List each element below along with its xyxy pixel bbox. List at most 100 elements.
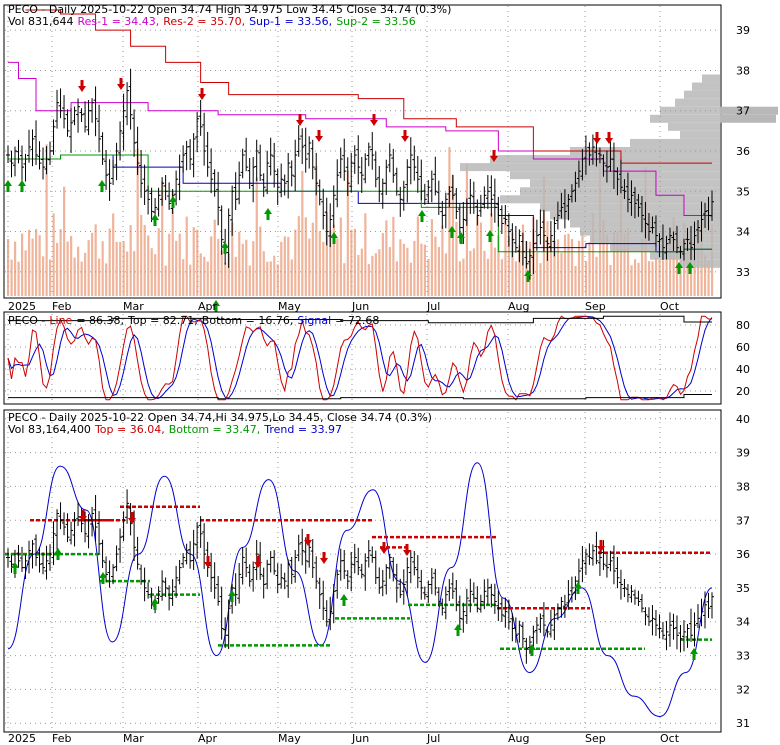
volume-bar bbox=[203, 256, 206, 296]
volume-bar bbox=[602, 219, 605, 296]
volume-bar bbox=[567, 233, 570, 296]
volume-bar bbox=[122, 241, 125, 296]
volume-bar bbox=[273, 255, 276, 296]
volume-bar bbox=[322, 241, 325, 296]
buy-arrow bbox=[151, 214, 159, 226]
price-y-tick-label: 33 bbox=[736, 266, 750, 279]
buy-arrow bbox=[448, 226, 456, 238]
sell-arrow bbox=[304, 534, 312, 546]
volume-bar bbox=[696, 242, 700, 296]
trend-y-tick-label: 38 bbox=[736, 480, 750, 493]
volume-bar bbox=[87, 240, 90, 296]
trend-y-tick-label: 35 bbox=[736, 582, 750, 595]
volume-bar bbox=[101, 241, 104, 296]
volume-bar bbox=[77, 246, 80, 296]
header-part: Bottom = 16.76, bbox=[202, 314, 294, 327]
volume-bar bbox=[171, 191, 174, 296]
volume-bar bbox=[703, 254, 707, 296]
price-panel-header-line1: PECO - Daily 2025-10-22 Open 34.74 High … bbox=[8, 3, 451, 16]
sell-arrow bbox=[198, 88, 206, 100]
volume-bar bbox=[7, 239, 10, 296]
trend-x-tick-label: Oct bbox=[660, 732, 680, 745]
volume-bar bbox=[441, 225, 444, 296]
volume-bar bbox=[357, 254, 360, 296]
volume-bar bbox=[21, 233, 24, 296]
header-part: Top = 82.71, bbox=[127, 314, 198, 327]
price-x-tick-label: May bbox=[278, 300, 301, 313]
volume-bar bbox=[59, 229, 62, 296]
volume-bar bbox=[315, 166, 318, 296]
volume-bar bbox=[448, 147, 451, 296]
res2-line bbox=[25, 9, 712, 164]
buy-arrow bbox=[418, 210, 426, 222]
price-bars bbox=[6, 68, 714, 280]
sell-arrow bbox=[597, 540, 605, 552]
volume-profile-bar bbox=[692, 82, 720, 91]
volume-bar bbox=[126, 251, 129, 296]
volume-bar bbox=[31, 238, 34, 296]
volume-bar bbox=[630, 265, 633, 296]
volume-bar bbox=[168, 233, 171, 296]
volume-bar bbox=[609, 264, 612, 296]
sell-arrow bbox=[593, 132, 601, 144]
volume-bar bbox=[329, 230, 332, 296]
volume-bar bbox=[651, 261, 654, 296]
volume-bar bbox=[581, 231, 584, 296]
oscillator-panel: 80 60 40 20 PECO - Line = 86.38, Top = 82.71, B… bbox=[3, 311, 750, 405]
volume-bar bbox=[462, 258, 465, 296]
volume-bar bbox=[367, 264, 370, 296]
volume-bar bbox=[490, 213, 493, 296]
volume-bar bbox=[10, 259, 13, 296]
trend-y-tick-label: 33 bbox=[736, 650, 750, 663]
volume-bar bbox=[196, 229, 199, 296]
volume-profile-bar bbox=[702, 74, 720, 83]
volume-bar bbox=[535, 252, 539, 296]
sell-arrow bbox=[401, 130, 409, 142]
buy-arrow bbox=[228, 590, 236, 602]
volume-bar bbox=[563, 234, 567, 296]
volume-bar bbox=[623, 233, 626, 296]
volume-bar bbox=[465, 163, 469, 296]
volume-bar bbox=[668, 240, 672, 296]
volume-bar bbox=[371, 255, 374, 296]
volume-bar bbox=[584, 261, 588, 296]
header-part: Trend = 33.97 bbox=[263, 423, 342, 436]
volume-bar bbox=[444, 253, 448, 296]
trend-x-tick-label: 2025 bbox=[8, 732, 36, 745]
price-y-tick-label: 34 bbox=[736, 226, 750, 239]
res1-line bbox=[8, 61, 712, 216]
volume-bar bbox=[511, 232, 514, 296]
volume-bar bbox=[49, 259, 52, 296]
volume-bar bbox=[416, 216, 419, 296]
price-y-tick-label: 37 bbox=[736, 105, 750, 118]
oscillator-y-tick-label: 40 bbox=[736, 363, 750, 376]
volume-bar bbox=[406, 247, 409, 296]
sell-arrow bbox=[403, 544, 411, 556]
volume-bar bbox=[280, 241, 283, 296]
volume-bar bbox=[98, 258, 101, 296]
sell-arrow bbox=[315, 130, 323, 142]
volume-bar bbox=[136, 148, 139, 296]
volume-bar bbox=[311, 222, 314, 296]
volume-bar bbox=[297, 216, 300, 296]
trend-y-tick-label: 36 bbox=[736, 548, 750, 561]
price-y-tick-label: 39 bbox=[736, 24, 750, 37]
volume-bar bbox=[640, 238, 644, 296]
trend-panel: 40 39 38 37 36 35 34 33 32 31 2025 Feb Mar Apr May Jun… bbox=[3, 409, 750, 745]
volume-profile-bar bbox=[675, 98, 720, 107]
volume-bar bbox=[626, 228, 630, 296]
volume-bar bbox=[560, 252, 563, 296]
volume-bar bbox=[105, 263, 108, 296]
volume-bar bbox=[290, 259, 293, 296]
volume-bar bbox=[616, 231, 619, 296]
volume-bar bbox=[70, 235, 73, 296]
header-part: Vol 831,644 bbox=[8, 15, 73, 28]
buy-arrow bbox=[18, 180, 26, 192]
volume-bar bbox=[360, 248, 363, 296]
volume-bar bbox=[227, 253, 230, 296]
trend-y-tick-label: 37 bbox=[736, 514, 750, 527]
volume-profile-bar bbox=[650, 251, 720, 260]
volume-bar bbox=[308, 238, 311, 296]
trend-panel-header-line1: PECO - Daily 2025-10-22 Open 34.74,Hi 34… bbox=[8, 411, 432, 424]
volume-bar bbox=[94, 224, 97, 296]
